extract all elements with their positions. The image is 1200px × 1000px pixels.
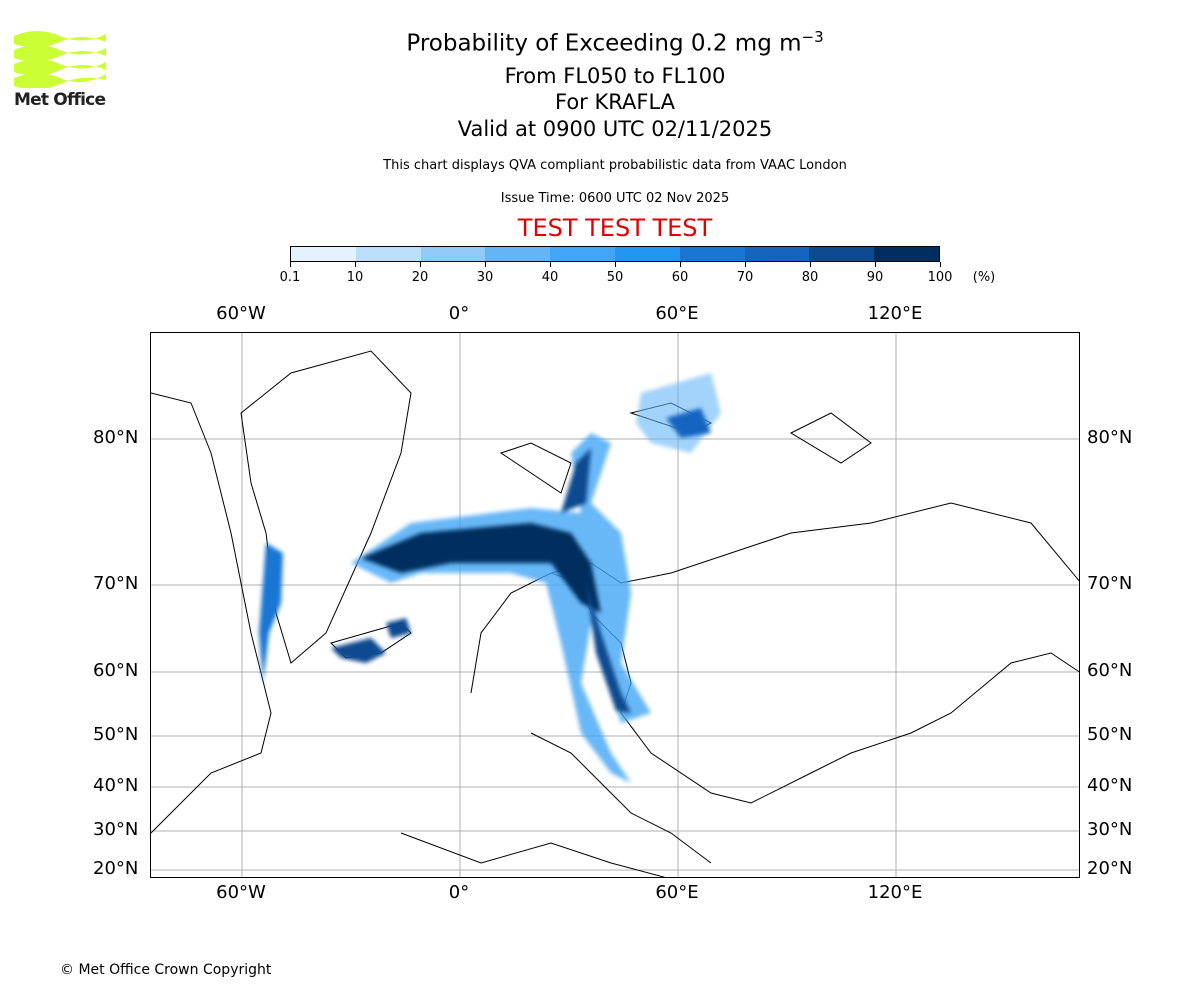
lat-label-left: 70°N (93, 573, 139, 594)
colorbar-tick-label: 0.1 (279, 270, 301, 285)
colorbar-tick (680, 262, 681, 267)
colorbar-tick (550, 262, 551, 267)
lat-label-left: 30°N (93, 819, 139, 840)
lat-label-right: 70°N (1087, 573, 1133, 594)
valid-time: Valid at 0900 UTC 02/11/2025 (457, 117, 773, 141)
colorbar-tick-label: 60 (671, 270, 689, 285)
met-office-logo (12, 28, 108, 114)
lon-label-bottom: 120°E (867, 882, 923, 903)
lat-label-left: 60°N (93, 660, 139, 681)
colorbar-tick-label: 70 (736, 270, 754, 285)
volcano-name: For KRAFLA (555, 90, 675, 114)
colorbar-segment (550, 247, 615, 261)
lon-label-bottom: 0° (448, 882, 470, 903)
colorbar-tick-label: 10 (346, 270, 364, 285)
lat-label-right: 50°N (1087, 724, 1133, 745)
colorbar-segment (679, 247, 745, 261)
colorbar-tick-label: 50 (606, 270, 624, 285)
lat-label-right: 20°N (1087, 858, 1133, 879)
colorbar-segment (809, 247, 875, 261)
colorbar-tick (875, 262, 876, 267)
lat-label-left: 50°N (93, 724, 139, 745)
colorbar-unit: (%) (972, 270, 996, 285)
colorbar-tick (355, 262, 356, 267)
lat-label-right: 60°N (1087, 660, 1133, 681)
subtitle: This chart displays QVA compliant probab… (383, 158, 847, 173)
flight-level-range: From FL050 to FL100 (504, 64, 726, 88)
lat-label-left: 80°N (93, 427, 139, 448)
colorbar-tick-label: 100 (927, 270, 953, 285)
test-banner: TEST TEST TEST (517, 214, 713, 242)
copyright: © Met Office Crown Copyright (60, 962, 272, 978)
colorbar-tick-label: 40 (541, 270, 559, 285)
colorbar-tick (810, 262, 811, 267)
lat-label-right: 40°N (1087, 775, 1133, 796)
colorbar-tick (940, 262, 941, 267)
lon-label-top: 60°W (216, 303, 266, 324)
lat-label-left: 20°N (93, 858, 139, 879)
lon-label-bottom: 60°E (655, 882, 699, 903)
logo-text: Met Office (14, 90, 106, 110)
colorbar-segment (291, 247, 356, 261)
colorbar-tick (485, 262, 486, 267)
lat-label-right: 30°N (1087, 819, 1133, 840)
colorbar-tick (290, 262, 291, 267)
colorbar-tick-label: 30 (476, 270, 494, 285)
lon-label-top: 0° (448, 303, 470, 324)
lon-label-bottom: 60°W (216, 882, 266, 903)
lon-label-top: 60°E (655, 303, 699, 324)
colorbar-tick (745, 262, 746, 267)
colorbar-segment (744, 247, 810, 261)
ash-probability-plume (259, 373, 721, 783)
lat-label-right: 80°N (1087, 427, 1133, 448)
colorbar-segment (874, 247, 939, 261)
map-panel[interactable] (150, 332, 1080, 878)
issue-time: Issue Time: 0600 UTC 02 Nov 2025 (500, 191, 730, 206)
colorbar-segment (420, 247, 486, 261)
lon-label-top: 120°E (867, 303, 923, 324)
colorbar-segment (614, 247, 680, 261)
colorbar-tick (420, 262, 421, 267)
colorbar (290, 246, 940, 262)
lat-label-left: 40°N (93, 775, 139, 796)
colorbar-segment (355, 247, 421, 261)
colorbar-segment (485, 247, 551, 261)
colorbar-tick-label: 80 (801, 270, 819, 285)
chart-title: Probability of Exceeding 0.2 mg m−3 (406, 28, 824, 57)
colorbar-tick-label: 90 (866, 270, 884, 285)
colorbar-tick (615, 262, 616, 267)
colorbar-tick-label: 20 (411, 270, 429, 285)
